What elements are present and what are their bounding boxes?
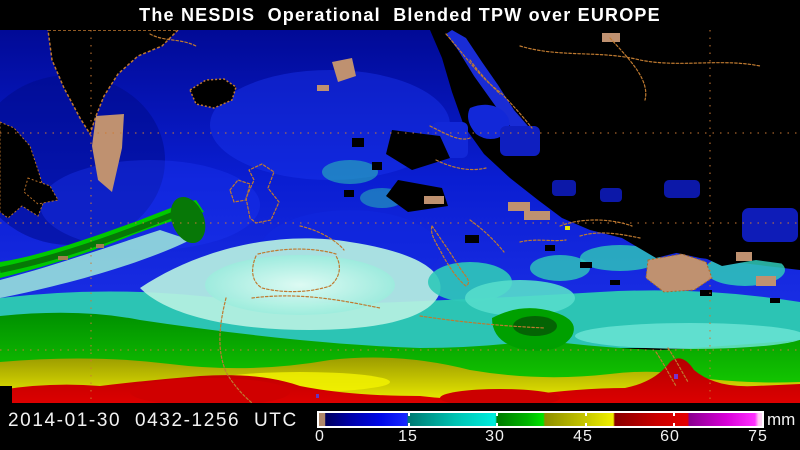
timestamp-label: 2014-01-30 0432-1256 UTC bbox=[8, 410, 298, 431]
high-tpw-purple-speck bbox=[674, 374, 678, 379]
tpw-map-container bbox=[0, 29, 800, 407]
coast-baltic bbox=[429, 125, 487, 171]
yellow-speck bbox=[565, 226, 570, 230]
swath-near-greenland bbox=[92, 114, 124, 192]
colorbar-tick-label-30: 30 bbox=[485, 428, 505, 445]
moisture-plume-streak bbox=[0, 196, 206, 278]
greenland-landmass bbox=[47, 29, 180, 136]
colorbar-tick-label-75: 75 bbox=[748, 428, 768, 445]
colorbar-tick-label-60: 60 bbox=[660, 428, 680, 445]
colorbar-tick-label-0: 0 bbox=[315, 428, 325, 445]
coast-france bbox=[299, 225, 345, 251]
colorbar-tick-label-45: 45 bbox=[573, 428, 593, 445]
colorbar-tick-notch bbox=[496, 423, 499, 426]
coast-iberia bbox=[252, 248, 340, 293]
unit-label: mm bbox=[767, 410, 796, 429]
colorbar-tick-label-15: 15 bbox=[398, 428, 418, 445]
nodata-patches-central-europe bbox=[344, 130, 780, 303]
swath-caspian bbox=[645, 253, 713, 293]
iceland-landmass bbox=[189, 78, 237, 109]
landmasses bbox=[0, 29, 237, 219]
colorbar-tick-notch bbox=[496, 413, 499, 416]
colorbar-tick-notch bbox=[407, 413, 410, 416]
coast-uk bbox=[245, 163, 280, 224]
coast-north-africa bbox=[251, 295, 546, 329]
missing-data-swaths bbox=[92, 33, 776, 293]
colorbar-tick-notch bbox=[673, 423, 676, 426]
colorbar-tick-notch bbox=[584, 423, 587, 426]
coast-italy bbox=[430, 225, 470, 287]
coast-red-sea bbox=[655, 347, 689, 387]
coast-greece-turkey bbox=[519, 232, 641, 243]
coast-norway bbox=[445, 33, 533, 129]
tpw-map bbox=[0, 29, 800, 407]
colorbar-tick-notch bbox=[584, 413, 587, 416]
colorbar bbox=[317, 411, 764, 428]
page-title: The NESDIS Operational Blended TPW over … bbox=[139, 5, 661, 25]
coast-ne-greenland bbox=[149, 33, 197, 47]
high-tpw-bands bbox=[0, 308, 800, 407]
norway-coastal-moisture bbox=[446, 30, 528, 134]
coast-russia-arctic bbox=[519, 37, 761, 101]
nodata-region-northeast bbox=[430, 30, 800, 266]
coast-black-sea bbox=[559, 219, 633, 227]
coastlines bbox=[149, 33, 761, 404]
colorbar-tick-notch bbox=[407, 423, 410, 426]
swath-norway bbox=[332, 58, 356, 82]
coast-west-africa bbox=[219, 297, 253, 404]
colorbar-gradient bbox=[319, 413, 762, 426]
coast-ireland bbox=[229, 179, 251, 203]
colorbar-tick-notch bbox=[673, 413, 676, 416]
high-tpw-purple-speck bbox=[316, 394, 319, 398]
